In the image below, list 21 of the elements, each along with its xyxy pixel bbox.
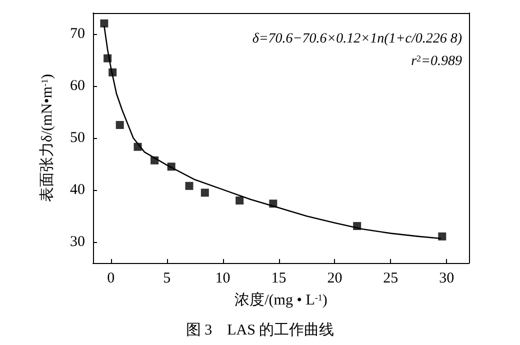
y-tick-label: 40 bbox=[70, 182, 85, 198]
x-tick-label: 20 bbox=[327, 270, 342, 286]
point bbox=[236, 196, 244, 204]
y-tick-label: 30 bbox=[70, 234, 85, 250]
x-tick-label: 25 bbox=[383, 270, 398, 286]
point bbox=[438, 232, 446, 240]
annotation: δ=70.6−70.6×0.12×1n(1+c/0.226 8) bbox=[252, 32, 462, 46]
y-axis-title: 表面张力δ/(mN•m-1) bbox=[38, 74, 56, 202]
point bbox=[100, 19, 108, 28]
point bbox=[185, 182, 194, 190]
point bbox=[200, 188, 209, 197]
x-tick-label: 0 bbox=[107, 270, 115, 286]
point bbox=[116, 120, 124, 129]
text: 图 3 LAS 的工作曲线 bbox=[186, 322, 334, 338]
y-tick-label: 50 bbox=[70, 130, 85, 146]
y-tick-label: 60 bbox=[70, 78, 85, 94]
x-tick-label: 15 bbox=[271, 270, 286, 286]
x-tick-label: 30 bbox=[439, 270, 454, 286]
x-tick-label: 5 bbox=[163, 270, 171, 286]
y-tick-label: 70 bbox=[70, 26, 85, 42]
x-tick-label: 10 bbox=[215, 270, 230, 286]
